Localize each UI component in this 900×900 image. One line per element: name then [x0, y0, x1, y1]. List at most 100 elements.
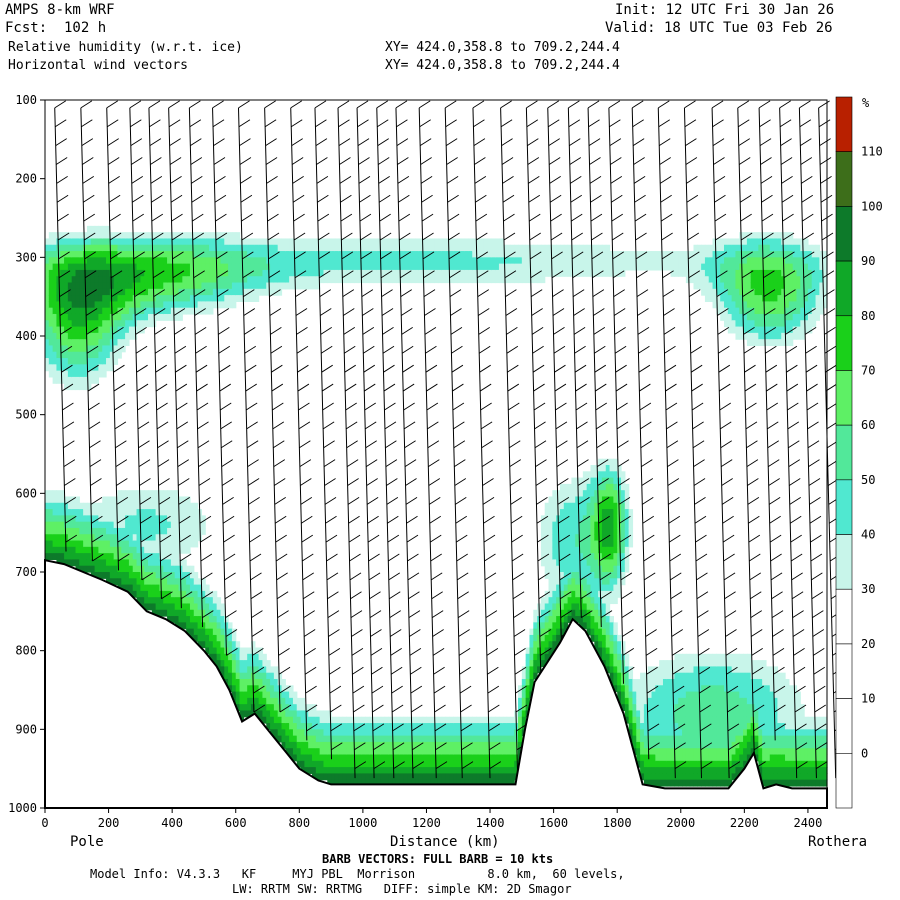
rh-cell [571, 546, 576, 554]
rh-cell [464, 276, 470, 284]
rh-cell [285, 276, 290, 284]
rh-cell [189, 572, 195, 579]
rh-cell [224, 282, 229, 290]
rh-cell [67, 358, 73, 365]
rh-cell [212, 263, 218, 271]
rh-cell [689, 748, 695, 756]
rh-cell [159, 603, 164, 611]
rh-cell [83, 515, 88, 523]
rh-cell [75, 232, 80, 240]
rh-cell [315, 773, 321, 781]
rh-cell [380, 729, 386, 737]
rh-cell [144, 257, 149, 265]
rh-cell [342, 257, 347, 265]
rh-cell [445, 741, 450, 749]
rh-cell [724, 295, 729, 302]
rh-cell [159, 509, 164, 516]
rh-cell [327, 729, 332, 737]
rh-cell [56, 313, 61, 321]
rh-cell [178, 496, 183, 504]
rh-cell [357, 716, 363, 724]
rh-cell [659, 666, 664, 674]
rh-cell [94, 295, 100, 302]
rh-cell [407, 276, 412, 284]
rh-cell [319, 269, 325, 277]
rh-cell [193, 288, 199, 296]
rh-cell [643, 672, 649, 680]
rh-cell [266, 276, 271, 284]
rh-cell [567, 534, 573, 542]
rh-cell [98, 515, 103, 523]
rh-cell [682, 760, 687, 768]
rh-cell [254, 263, 260, 271]
rh-cell [712, 301, 717, 309]
rh-cell [209, 301, 214, 309]
rh-cell [98, 370, 103, 378]
rh-cell [125, 490, 130, 498]
rh-cell [193, 307, 199, 315]
rh-cell [193, 238, 199, 246]
rh-cell [98, 313, 103, 321]
rh-cell [701, 735, 706, 743]
rh-cell [83, 358, 88, 365]
rh-cell [231, 634, 237, 642]
rh-cell [342, 238, 347, 246]
rh-cell [689, 704, 695, 712]
rh-cell [449, 748, 454, 756]
rh-cell [720, 301, 725, 309]
rh-cell [342, 779, 347, 787]
rh-cell [552, 628, 557, 636]
rh-cell [170, 572, 176, 579]
rh-cell [701, 244, 706, 252]
rh-cell [659, 678, 664, 686]
rh-cell [720, 691, 725, 699]
rh-cell [64, 527, 69, 535]
rh-cell [369, 263, 374, 271]
rh-cell [197, 295, 202, 302]
rh-cell [701, 685, 706, 693]
rh-cell [689, 691, 695, 699]
rh-cell [582, 616, 588, 623]
rh-cell [685, 716, 691, 724]
rh-cell [56, 490, 61, 498]
rh-cell [491, 767, 496, 774]
rh-cell [575, 553, 580, 561]
rh-cell [250, 295, 256, 302]
rh-cell [735, 332, 740, 340]
rh-cell [266, 704, 271, 712]
rh-cell [132, 263, 138, 271]
rh-cell [422, 238, 428, 246]
rh-cell [392, 779, 397, 787]
rh-cell [704, 288, 710, 296]
rh-cell [94, 251, 100, 258]
rh-cell [552, 257, 557, 265]
rh-cell [270, 282, 275, 290]
rh-cell [174, 490, 180, 498]
rh-cell [636, 748, 641, 756]
rh-cell [83, 351, 88, 359]
rh-cell [79, 364, 84, 372]
rh-cell [151, 540, 157, 548]
rh-cell [106, 553, 111, 561]
rh-cell [369, 251, 374, 258]
rh-cell [685, 760, 691, 768]
rh-cell [205, 232, 210, 240]
rh-cell [407, 760, 412, 768]
rh-cell [285, 282, 290, 290]
rh-cell [209, 276, 214, 284]
rh-cell [201, 263, 206, 271]
rh-cell [117, 276, 122, 284]
rh-cell [399, 716, 405, 724]
rh-cell [90, 553, 96, 561]
rh-cell [643, 754, 649, 762]
rh-cell [552, 634, 557, 642]
rh-cell [136, 496, 141, 504]
rh-cell [273, 672, 279, 680]
rh-cell [495, 251, 500, 258]
rh-cell [90, 257, 96, 265]
rh-cell [67, 251, 73, 258]
rh-cell [239, 691, 244, 699]
rh-cell [315, 282, 321, 290]
rh-cell [292, 238, 298, 246]
rh-cell [525, 678, 531, 686]
